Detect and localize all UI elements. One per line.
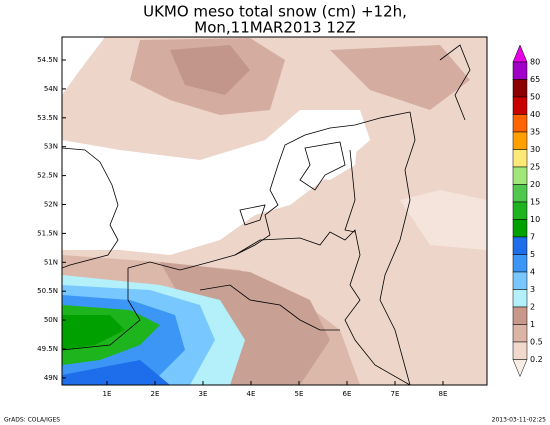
colorbar-label: 5 [530,250,535,259]
lat-label: 53.5N [37,114,58,122]
lon-label: 5E [295,390,304,398]
colorbar-triangle [512,359,528,378]
lat-label: 51.5N [37,229,58,237]
lat-label: 51N [44,258,58,266]
lat-label: 52.5N [37,172,58,180]
colorbar-box [512,114,528,133]
colorbar-label: 7 [530,233,535,242]
colorbar-box [512,201,528,220]
colorbar-box [512,271,528,290]
colorbar-label: 3 [530,285,535,294]
colorbar-label: 2 [530,303,535,312]
colorbar-box [512,149,528,168]
map-frame [61,36,488,386]
title-line: UKMO meso total snow (cm) +12h, [143,3,407,21]
lat-label: 50.5N [37,287,58,295]
colorbar-label: 0.5 [530,338,543,347]
lat-label: 52N [44,201,58,209]
colorbar-box [512,306,528,325]
colorbar-label: 50 [530,93,540,102]
colorbar-box [512,219,528,238]
colorbar-label: 4 [530,268,535,277]
title-line: Mon,11MAR2013 12Z [194,19,355,37]
colorbar-box [512,254,528,273]
colorbar-label: 40 [530,110,540,119]
colorbar-label: 10 [530,215,540,224]
lon-label: 3E [199,390,208,398]
footer-left: GrADS: COLA/IGES [4,417,60,424]
lon-label: 8E [439,390,448,398]
colorbar-box [512,236,528,255]
lat-label: 54.5N [37,56,58,64]
lat-label: 50N [44,316,58,324]
lon-label: 6E [343,390,352,398]
lon-label: 2E [151,390,160,398]
colorbar-box [512,61,528,80]
colorbar-box [512,341,528,360]
colorbar-box [512,166,528,185]
colorbar-label: 1 [530,320,535,329]
lat-label: 54N [44,85,58,93]
colorbar-box [512,131,528,150]
colorbar-label: 35 [530,128,540,137]
lon-label: 7E [391,390,400,398]
lon-label: 1E [103,390,112,398]
colorbar-box [512,324,528,343]
colorbar-box [512,289,528,308]
map-field [62,37,487,385]
colorbar-label: 80 [530,58,540,67]
colorbar-label: 15 [530,198,540,207]
lon-label: 4E [247,390,256,398]
colorbar-label: 30 [530,145,540,154]
lat-label: 49.5N [37,345,58,353]
footer-right: 2013-03-11-02:25 [492,417,547,424]
lat-label: 49N [44,374,58,382]
colorbar-box [512,79,528,98]
colorbar-label: 0.2 [530,355,543,364]
colorbar-box [512,96,528,115]
colorbar-label: 65 [530,75,540,84]
lat-label: 53N [44,143,58,151]
colorbar-triangle [512,44,528,63]
colorbar-box [512,184,528,203]
colorbar-label: 20 [530,180,540,189]
colorbar-label: 25 [530,163,540,172]
